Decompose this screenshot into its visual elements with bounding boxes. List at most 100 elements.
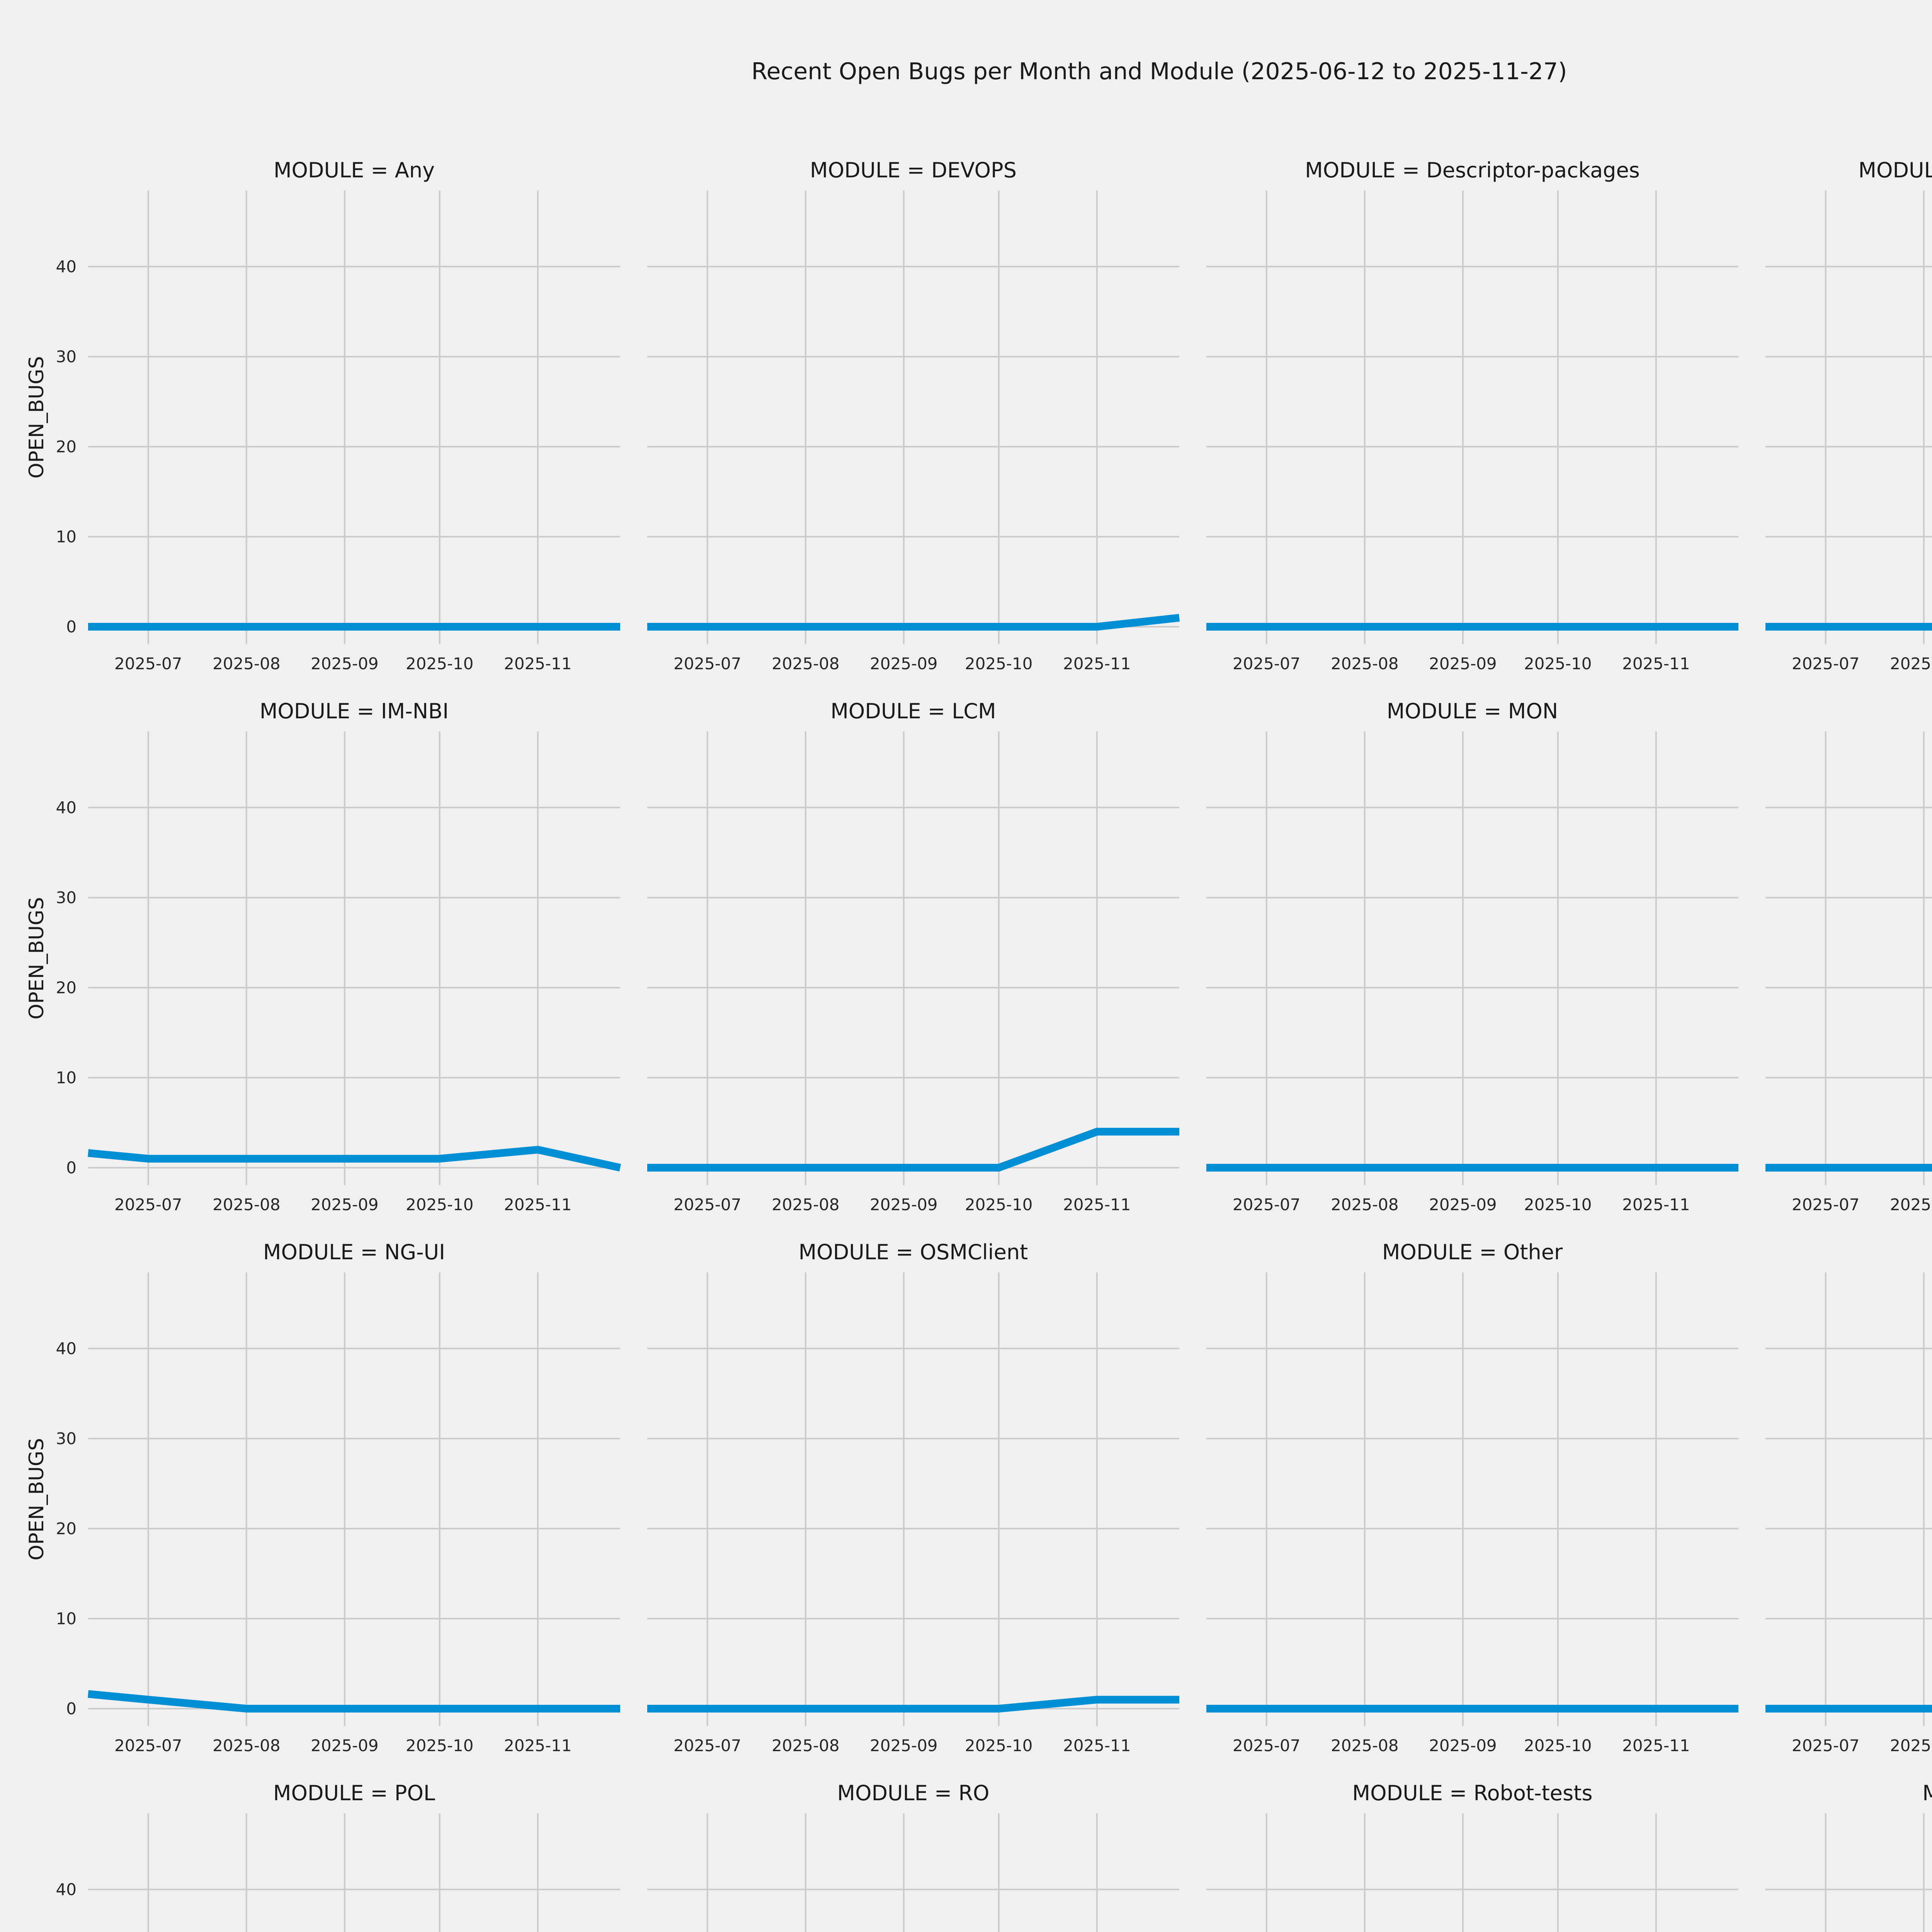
x-tick-label: 2025-09 [1429,1195,1497,1214]
x-tick-label: 2025-10 [1524,654,1592,673]
x-tick-label: 2025-09 [870,654,938,673]
y-tick-label: 30 [56,888,77,907]
facet-title: MODULE = N2VC [1765,699,1932,723]
x-tick-label: 2025-10 [406,1736,474,1755]
x-tick-label: 2025-07 [1791,1736,1860,1755]
x-tick-label: 2025-08 [772,654,840,673]
facet-NG-UI: MODULE = NG-UI 2025-07 2025-08 2025-09 2025-… [56,1240,620,1755]
x-tick-label: 2025-08 [1890,1195,1932,1214]
y-tick-label: 40 [56,798,77,817]
x-tick-label: 2025-09 [1429,654,1497,673]
y-tick-label: 30 [56,1429,77,1448]
facet-N2VC: MODULE = N2VC2025-072025-082025-092025-1… [1765,731,1932,1214]
x-tick-label: 2025-08 [1331,1736,1399,1755]
facet-OSMClient: MODULE = OSMClient 2025-07 2025-08 2025-09 2… [647,1240,1179,1755]
y-tick-label: 0 [66,617,77,636]
x-tick-label: 2025-07 [1232,1736,1301,1755]
x-tick-label: 2025-07 [1232,1195,1301,1214]
x-tick-label: 2025-10 [1524,1195,1592,1214]
y-tick-label: 20 [56,437,77,456]
plot-area [88,1272,620,1726]
x-tick-label: 2025-11 [504,654,572,673]
y-tick-label: 40 [56,1339,77,1358]
y-tick-label: 20 [56,978,77,997]
plot-area [88,731,621,1185]
y-axis-label: OPEN_BUGS [25,897,48,1020]
x-tick-label: 2025-07 [114,654,182,673]
facet-Any: MODULE = Any 2025-07 2025-08 2025-09 2025-10… [56,158,620,673]
plot-area [1765,190,1932,644]
x-tick-label: 2025-07 [1791,654,1860,673]
plot-area [1765,1272,1932,1726]
y-tick-label: 10 [56,527,77,546]
facet-PLA: MODULE = PLA2025-072025-082025-092025-10… [1765,1272,1932,1755]
x-tick-label: 2025-09 [870,1736,938,1755]
plot-area [88,190,620,644]
facet-POL: MODULE = POL2025-072025-082025-092025-10… [56,1781,620,1932]
facet-title: MODULE = Documentation / Wiki [1858,158,1932,182]
x-tick-label: 2025-08 [1331,1195,1399,1214]
y-tick-label: 30 [56,347,77,366]
x-tick-label: 2025-08 [213,1195,281,1214]
x-tick-label: 2025-11 [1063,654,1131,673]
facet-Other: MODULE = Other 2025-07 2025-08 2025-09 2025-… [1206,1240,1738,1755]
x-tick-label: 2025-07 [1232,654,1301,673]
plot-area [1206,190,1738,644]
x-tick-label: 2025-11 [1622,1736,1690,1755]
y-tick-label: 40 [56,257,77,276]
x-tick-label: 2025-11 [1063,1736,1131,1755]
x-tick-label: 2025-10 [406,1195,474,1214]
plot-area [1206,1813,1738,1932]
facet-Unknown: MODULE = Unknown2025-072025-082025-09202… [1765,1781,1932,1932]
x-tick-label: 2025-07 [673,654,742,673]
y-axis-label: OPEN_BUGS [25,356,48,479]
x-tick-label: 2025-08 [772,1195,840,1214]
x-tick-label: 2025-08 [1890,654,1932,673]
plot-area [647,1272,1179,1726]
facet-title: MODULE = OSMClient [798,1240,1028,1264]
x-tick-label: 2025-09 [1429,1736,1497,1755]
y-axis-label: OPEN_BUGS [25,1438,48,1561]
facet-title: MODULE = Robot-tests [1352,1781,1593,1805]
facet-LCM: MODULE = LCM 2025-07 2025-08 2025-09 2025-10… [647,699,1179,1214]
y-tick-label: 10 [56,1609,77,1628]
x-tick-label: 2025-07 [114,1195,182,1214]
y-tick-label: 0 [66,1158,77,1177]
facet-title: MODULE = Descriptor-packages [1305,158,1640,182]
x-tick-label: 2025-10 [965,654,1033,673]
x-tick-label: 2025-11 [1622,1195,1690,1214]
facet-title: MODULE = PLA [1765,1240,1932,1264]
y-tick-label: 0 [66,1699,77,1718]
y-tick-label: 20 [56,1519,77,1538]
x-tick-label: 2025-10 [965,1195,1033,1214]
plot-area [1765,1813,1932,1932]
x-tick-label: 2025-11 [504,1736,572,1755]
x-tick-label: 2025-08 [1331,654,1399,673]
x-tick-label: 2025-07 [673,1736,742,1755]
x-tick-label: 2025-09 [311,1736,379,1755]
facet-Documentation / Wiki: MODULE = Documentation / Wiki 2025-07 2025… [1765,158,1932,673]
plot-area [1206,1272,1738,1726]
facet-title: MODULE = Any [273,158,435,182]
x-tick-label: 2025-08 [213,654,281,673]
plot-area [1206,731,1738,1185]
data-line [88,1146,621,1172]
facet-title: MODULE = POL [273,1781,435,1805]
x-tick-label: 2025-10 [965,1736,1033,1755]
x-tick-label: 2025-07 [673,1195,742,1214]
x-tick-label: 2025-10 [406,654,474,673]
data-line [88,1690,620,1713]
x-tick-label: 2025-07 [114,1736,182,1755]
plot-area [1765,731,1932,1185]
facet-Descriptor-packages: MODULE = Descriptor-packages 2025-07 2025-… [1206,158,1738,673]
x-tick-label: 2025-09 [311,654,379,673]
x-tick-label: 2025-09 [870,1195,938,1214]
facet-title: MODULE = IM-NBI [259,699,449,723]
facet-RO: MODULE = RO2025-072025-082025-092025-102… [647,1781,1179,1932]
x-tick-label: 2025-08 [772,1736,840,1755]
facet-title: MODULE = RO [837,1781,990,1805]
y-tick-label: 40 [56,1880,77,1899]
facet-DEVOPS: MODULE = DEVOPS 2025-07 2025-08 2025-09 2025… [647,158,1180,673]
facet-title: MODULE = Unknown [1922,1781,1932,1805]
